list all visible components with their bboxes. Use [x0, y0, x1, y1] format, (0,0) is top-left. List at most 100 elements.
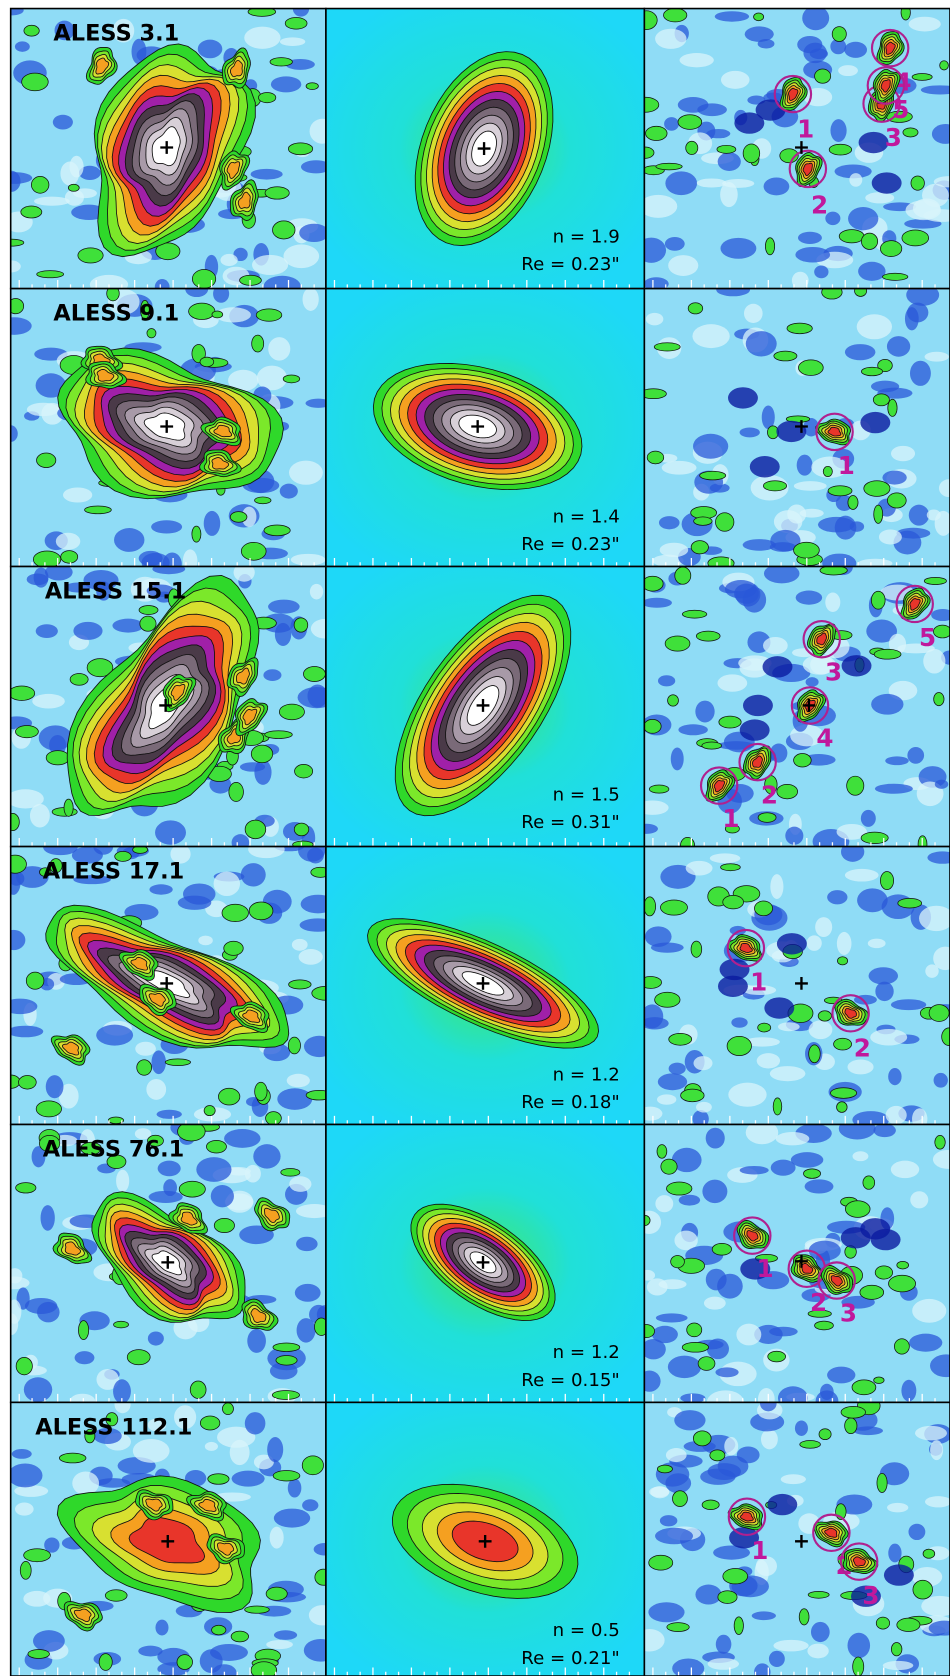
noise-spot	[114, 1402, 131, 1414]
noise-island	[846, 775, 865, 796]
noise-spot	[652, 554, 684, 567]
noise-spot	[210, 1184, 234, 1208]
noise-island	[726, 1035, 752, 1056]
noise-island	[674, 566, 692, 585]
noise-spot	[693, 1056, 713, 1071]
noise-island	[280, 1168, 301, 1177]
noise-island	[301, 1455, 324, 1476]
noise-spot	[10, 789, 44, 809]
noise-spot	[761, 405, 775, 430]
noise-spot	[770, 874, 784, 899]
noise-island	[265, 1111, 282, 1125]
noise-spot	[644, 1628, 665, 1652]
noise-island	[15, 725, 39, 739]
noise-spot	[760, 1402, 777, 1412]
noise-spot	[644, 1269, 656, 1281]
noise-spot	[43, 846, 78, 856]
axis-ticks	[333, 1667, 631, 1676]
deep-residual	[739, 719, 770, 741]
noise-spot	[116, 1169, 130, 1193]
noise-spot	[655, 1195, 674, 1213]
noise-island	[164, 1058, 191, 1066]
noise-island	[793, 753, 812, 768]
noise-spot	[54, 20, 75, 41]
noise-spot	[215, 307, 251, 323]
noise-island	[69, 673, 89, 686]
noise-island	[77, 247, 104, 264]
noise-spot	[685, 860, 713, 876]
noise-spot	[922, 183, 949, 207]
noise-spot	[73, 874, 111, 885]
noise-spot	[310, 618, 326, 639]
sersic-index: n = 1.4	[553, 506, 620, 527]
noise-spot	[26, 573, 49, 586]
noise-spot	[270, 76, 302, 93]
center-cross	[160, 976, 174, 990]
noise-island	[199, 356, 215, 368]
noise-island	[45, 750, 70, 766]
noise-spot	[307, 847, 324, 864]
clump-contour	[130, 956, 149, 971]
deep-residual	[749, 456, 780, 478]
noise-spot	[268, 599, 300, 614]
noise-spot	[211, 1664, 237, 1676]
noise-spot	[197, 39, 223, 59]
noise-island	[660, 1158, 678, 1175]
noise-spot	[10, 929, 26, 951]
noise-island	[896, 1260, 909, 1270]
noise-spot	[655, 1313, 688, 1323]
noise-spot	[908, 1523, 926, 1541]
panel: n = 1.2 Re = 0.18"	[325, 846, 645, 1125]
noise-island	[887, 492, 907, 509]
noise-island	[644, 96, 660, 113]
noise-spot	[908, 16, 941, 32]
center-cross	[802, 699, 816, 712]
noise-island	[644, 10, 658, 30]
noise-spot	[10, 317, 32, 335]
noise-island	[275, 1355, 298, 1366]
noise-spot	[873, 1124, 896, 1138]
noise-spot	[156, 1109, 182, 1119]
noise-island	[941, 1027, 950, 1046]
noise-spot	[668, 255, 699, 276]
noise-island	[724, 824, 740, 834]
source-circle	[870, 28, 910, 68]
noise-spot	[204, 1441, 218, 1451]
noise-island	[644, 1324, 655, 1339]
clump-contour	[250, 1308, 267, 1323]
noise-spot	[715, 1367, 739, 1378]
clump-contour	[180, 1211, 198, 1226]
noise-island	[656, 1144, 668, 1159]
noise-island	[863, 480, 891, 497]
noise-spot	[739, 658, 770, 678]
noise-island	[690, 540, 709, 555]
noise-spot	[932, 1149, 950, 1169]
noise-spot	[763, 636, 788, 655]
noise-spot	[696, 178, 727, 188]
noise-spot	[744, 1037, 780, 1047]
noise-island	[106, 1154, 127, 1169]
noise-island	[695, 630, 721, 642]
deep-residual	[764, 997, 795, 1019]
source-id: 3	[840, 1299, 857, 1328]
noise-spot	[10, 998, 38, 1015]
noise-island	[819, 566, 848, 576]
source-circle	[788, 149, 828, 189]
noise-spot	[882, 1660, 914, 1671]
noise-spot	[852, 1151, 869, 1162]
noise-island	[821, 288, 843, 300]
source-id: 2	[810, 1288, 827, 1317]
noise-island	[692, 1430, 712, 1447]
noise-island	[822, 465, 833, 478]
noise-island	[753, 12, 765, 22]
noise-island	[265, 1586, 288, 1601]
noise-island	[693, 516, 713, 526]
noise-island	[84, 1428, 96, 1444]
noise-island	[272, 1470, 301, 1482]
noise-spot	[96, 1024, 134, 1046]
noise-spot	[728, 1082, 767, 1107]
panel: 12 3 4 5	[644, 566, 950, 847]
noise-island	[862, 1175, 876, 1190]
source-id: 4	[816, 724, 833, 753]
noise-spot	[909, 1333, 943, 1352]
